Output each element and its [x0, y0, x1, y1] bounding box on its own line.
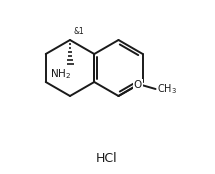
- Text: NH$_2$: NH$_2$: [51, 67, 72, 81]
- Text: HCl: HCl: [96, 152, 118, 164]
- Text: CH$_3$: CH$_3$: [157, 82, 177, 96]
- Text: &1: &1: [74, 27, 85, 36]
- Text: O: O: [134, 80, 142, 90]
